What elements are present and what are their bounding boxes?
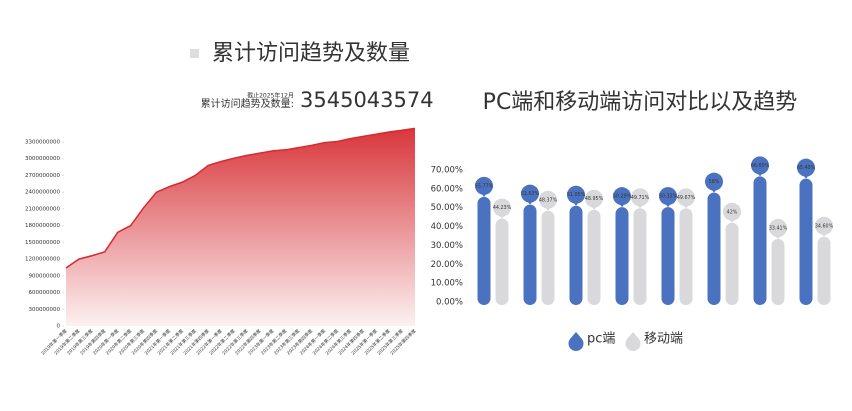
bar [633, 208, 647, 305]
y-tick-label: 900000000 [29, 273, 61, 279]
y-tick-label: 40.00% [431, 222, 463, 232]
legend-icon [568, 332, 584, 352]
y-tick-label: 600000000 [29, 290, 61, 296]
label-bubble [521, 184, 539, 203]
y-tick-label: 0 [57, 324, 61, 330]
y-tick-label: 70.00% [431, 166, 463, 176]
data-label: 50.29% [613, 194, 632, 200]
bar [477, 196, 491, 305]
y-tick-label: 3000000000 [25, 156, 60, 162]
y-tick-label: 300000000 [29, 307, 61, 313]
data-label: 50.33% [659, 194, 678, 200]
data-label: 66.60% [751, 163, 770, 169]
label-bubble [567, 185, 585, 204]
label-bubble [751, 156, 769, 175]
data-label: 51.63% [521, 191, 540, 197]
data-label: 58% [709, 179, 720, 185]
y-tick-label: 0.00% [436, 298, 463, 308]
bar [587, 209, 601, 305]
label-bubble [677, 188, 695, 207]
total-label: 累计访问趋势及数量: [201, 97, 294, 110]
total-value: 3545043574 [300, 88, 434, 112]
y-tick-label: 2400000000 [25, 190, 60, 196]
y-tick-label: 2100000000 [25, 206, 60, 212]
y-tick-label: 1200000000 [25, 257, 60, 263]
label-bubble [815, 216, 833, 235]
y-tick-label: 10.00% [431, 279, 463, 289]
y-tick-label: 50.00% [431, 203, 463, 213]
title-marker [190, 49, 199, 58]
bar [541, 210, 555, 305]
chart-title: 累计访问趋势及数量 [212, 41, 410, 66]
bar [661, 207, 675, 305]
data-label: 44.23% [493, 205, 512, 211]
data-label: 65.40% [797, 165, 816, 171]
label-bubble [493, 198, 511, 217]
bar [817, 236, 831, 305]
label-bubble [769, 218, 787, 237]
area-line [65, 127, 416, 269]
bar [679, 208, 693, 305]
bar [495, 218, 509, 305]
data-label: 34.60% [815, 223, 834, 229]
data-label: 55.77% [475, 183, 494, 189]
label-bubble [705, 172, 723, 191]
bar [707, 192, 721, 305]
bar [725, 222, 739, 305]
label-bubble [613, 187, 631, 206]
bar [799, 178, 813, 305]
chart-title: PC端和移动端访问对比以及趋势 [483, 90, 798, 115]
data-label: 48.95% [585, 196, 604, 202]
label-bubble [723, 202, 741, 221]
data-label: 48.37% [539, 197, 558, 203]
label-bubble [659, 187, 677, 206]
y-tick-label: 20.00% [431, 260, 463, 270]
data-label: 33.41% [769, 225, 788, 231]
legend-icon [625, 332, 641, 352]
bar [771, 238, 785, 305]
y-tick-label: 30.00% [431, 241, 463, 251]
bar [523, 204, 537, 305]
data-label: 42% [727, 209, 738, 215]
y-tick-label: 3300000000 [25, 140, 60, 146]
data-label: 49.67% [677, 195, 696, 201]
data-label: 51.05% [567, 192, 586, 198]
y-tick-label: 1500000000 [25, 240, 60, 246]
label-bubble [475, 176, 493, 195]
label-bubble [797, 158, 815, 177]
area-fill [66, 128, 415, 326]
label-bubble [539, 190, 557, 209]
bar [753, 176, 767, 305]
bar [615, 207, 629, 305]
subtitle: 截止2025年12月 [247, 92, 294, 100]
y-tick-label: 1800000000 [25, 223, 60, 229]
label-bubble [631, 188, 649, 207]
bar [569, 205, 583, 305]
legend-label: pc端 [587, 332, 615, 347]
y-tick-label: 2700000000 [25, 173, 60, 179]
label-bubble [585, 189, 603, 208]
legend-label: 移动端 [644, 332, 683, 347]
y-tick-label: 60.00% [431, 184, 463, 194]
data-label: 49.71% [631, 195, 650, 201]
